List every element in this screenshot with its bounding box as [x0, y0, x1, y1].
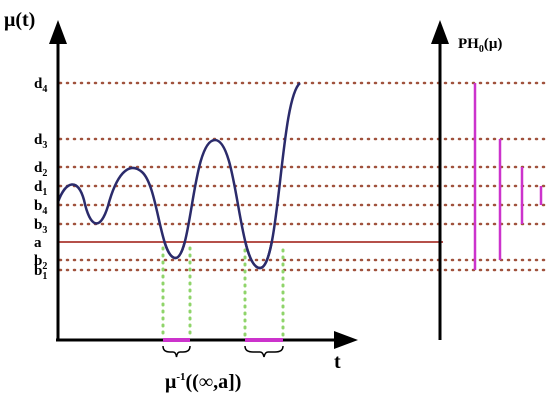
level-label: a	[34, 235, 42, 251]
level-base: d	[34, 179, 43, 195]
arrow	[49, 20, 67, 44]
level-label: d2	[34, 160, 47, 179]
arrow	[334, 331, 358, 349]
level-sub: 3	[42, 225, 47, 236]
preimage-label: μ-1((∞,a])	[165, 371, 241, 393]
arrow	[431, 20, 449, 44]
level-base: b	[34, 263, 42, 279]
level-base: b	[34, 253, 42, 269]
level-sub: 1	[42, 187, 47, 198]
level-sub: 4	[42, 206, 47, 217]
level-base: d	[34, 132, 43, 148]
braces	[162, 345, 284, 358]
barcode	[473, 83, 543, 270]
level-sub: 3	[42, 140, 47, 151]
level-base: b	[34, 198, 42, 214]
level-label: d1	[34, 179, 47, 198]
right-axis-label: PH0(μ)	[458, 36, 502, 55]
level-label: b3	[34, 217, 47, 236]
level-sub: 2	[42, 168, 47, 179]
level-sub: 4	[42, 84, 47, 95]
level-sub: 2	[42, 261, 47, 272]
level-label: b4	[34, 198, 47, 217]
level-label: b1	[34, 263, 47, 282]
axes	[56, 40, 442, 342]
level-label: b2	[34, 253, 47, 272]
x-axis-label: t	[334, 351, 341, 373]
y-axis-label: μ(t)	[4, 9, 35, 31]
preimage-guides	[161, 246, 285, 340]
sublevel-part	[56, 242, 302, 270]
level-lines	[58, 81, 547, 272]
function-curve	[56, 82, 301, 270]
level-base: b	[34, 217, 42, 233]
level-base: a	[34, 235, 42, 251]
level-label: d3	[34, 132, 47, 151]
level-sub: 1	[42, 271, 47, 282]
level-base: d	[34, 76, 43, 92]
level-label: d4	[34, 76, 47, 95]
level-base: d	[34, 160, 43, 176]
